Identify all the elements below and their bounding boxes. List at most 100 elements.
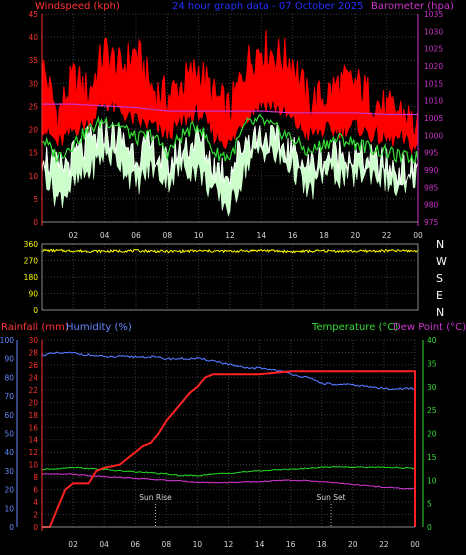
direction-tick-label: 180 bbox=[24, 273, 39, 282]
windspeed-tick-label: 40 bbox=[28, 33, 38, 42]
rainfall-tick-label: 20 bbox=[28, 398, 38, 407]
compass-label-n-bottom: N bbox=[436, 306, 444, 319]
windspeed-tick-label: 30 bbox=[28, 79, 38, 88]
rainfall-tick-label: 0 bbox=[33, 523, 38, 532]
rainfall-tick-label: 26 bbox=[28, 361, 38, 370]
direction-frame bbox=[41, 243, 419, 311]
temperature-tick-label: 0 bbox=[427, 523, 432, 532]
humidity-tick-label: 30 bbox=[4, 467, 14, 476]
humidity-tick-label: 50 bbox=[4, 430, 14, 439]
temperature-line bbox=[41, 465, 416, 477]
rainfall-tick-label: 2 bbox=[33, 511, 38, 520]
sunrise-label: Sun Rise bbox=[139, 493, 172, 502]
temperature-tick-label: 40 bbox=[427, 336, 437, 345]
windspeed-tick-label: 45 bbox=[28, 10, 38, 19]
environment-hour-tick-label: 14 bbox=[255, 540, 265, 549]
wind-average-line bbox=[41, 113, 419, 164]
windspeed-tick-label: 5 bbox=[33, 195, 38, 204]
barometer-tick-label: 1020 bbox=[424, 62, 443, 71]
windspeed-axis-label: Windspeed (kph) bbox=[35, 1, 120, 12]
dewpoint-line bbox=[41, 473, 416, 490]
temperature-tick-label: 30 bbox=[427, 383, 437, 392]
wind-direction-panel: 0 90 180 270 360 bbox=[24, 240, 419, 315]
humidity-tick-label: 70 bbox=[4, 392, 14, 401]
dewpoint-axis-label: Dew Point (°C) bbox=[393, 322, 466, 333]
windspeed-tick-label: 10 bbox=[28, 172, 38, 181]
windspeed-tick-label: 25 bbox=[28, 102, 38, 111]
barometer-tick-label: 1035 bbox=[424, 10, 443, 19]
rainfall-tick-label: 8 bbox=[33, 473, 38, 482]
environment-hour-tick-label: 04 bbox=[99, 540, 109, 549]
barometer-axis-label: Barometer (hpa) bbox=[371, 1, 454, 12]
rainfall-axis-label: Rainfall (mm) bbox=[1, 322, 69, 333]
wind-hour-tick-label: 04 bbox=[100, 231, 110, 240]
environment-hour-tick-label: 02 bbox=[68, 540, 78, 549]
direction-tick-label: 90 bbox=[28, 290, 38, 299]
windspeed-tick-label: 15 bbox=[28, 149, 38, 158]
rainfall-tick-label: 4 bbox=[33, 498, 38, 507]
wind-hour-tick-label: 02 bbox=[69, 231, 79, 240]
rainfall-tick-label: 6 bbox=[33, 486, 38, 495]
compass-label-e: E bbox=[436, 289, 443, 302]
rainfall-line bbox=[42, 370, 416, 528]
rainfall-tick-label: 18 bbox=[28, 411, 38, 420]
graph-title: 24 hour graph data - 07 October 2025 bbox=[172, 1, 363, 12]
barometer-tick-label: 990 bbox=[424, 166, 439, 175]
rainfall-tick-label: 14 bbox=[28, 436, 38, 445]
barometer-tick-label: 985 bbox=[424, 183, 439, 192]
barometer-tick-label: 1005 bbox=[424, 114, 443, 123]
humidity-axis-label: Humidity (%) bbox=[66, 322, 132, 333]
humidity-tick-label: 90 bbox=[4, 355, 14, 364]
windspeed-tick-label: 0 bbox=[33, 218, 38, 227]
wind-hour-tick-label: 00 bbox=[413, 231, 423, 240]
rainfall-tick-label: 16 bbox=[28, 423, 38, 432]
temperature-axis-label: Temperature (°C) bbox=[311, 322, 398, 333]
environment-hour-tick-label: 18 bbox=[317, 540, 327, 549]
windspeed-tick-label: 35 bbox=[28, 56, 38, 65]
wind-direction-line bbox=[42, 248, 419, 254]
environment-panel: 0246810121416182022242628300102030405060… bbox=[0, 336, 437, 549]
humidity-line bbox=[41, 351, 416, 391]
rainfall-tick-label: 12 bbox=[28, 448, 38, 457]
environment-hour-tick-label: 08 bbox=[162, 540, 172, 549]
environment-hour-tick-label: 16 bbox=[286, 540, 296, 549]
barometer-tick-label: 995 bbox=[424, 149, 439, 158]
temperature-tick-label: 20 bbox=[427, 430, 437, 439]
barometer-tick-label: 1025 bbox=[424, 45, 443, 54]
environment-hour-tick-label: 06 bbox=[130, 540, 140, 549]
wind-hour-tick-label: 20 bbox=[351, 231, 361, 240]
compass-label-w: W bbox=[436, 255, 447, 268]
direction-tick-label: 270 bbox=[24, 257, 39, 266]
wind-hour-tick-label: 22 bbox=[382, 231, 392, 240]
compass-label-n-top: N bbox=[436, 238, 444, 251]
humidity-tick-label: 0 bbox=[9, 523, 14, 532]
environment-hour-tick-label: 22 bbox=[379, 540, 389, 549]
direction-tick-label: 0 bbox=[33, 306, 38, 315]
direction-tick-label: 360 bbox=[24, 240, 39, 249]
environment-hour-tick-label: 10 bbox=[193, 540, 203, 549]
environment-hour-tick-label: 12 bbox=[224, 540, 234, 549]
humidity-tick-label: 100 bbox=[0, 336, 14, 345]
sunset-label: Sun Set bbox=[317, 493, 346, 502]
temperature-tick-label: 35 bbox=[427, 359, 437, 368]
wind-hour-tick-label: 16 bbox=[288, 231, 298, 240]
windspeed-tick-label: 20 bbox=[28, 126, 38, 135]
temperature-tick-label: 5 bbox=[427, 500, 432, 509]
rainfall-tick-label: 30 bbox=[28, 336, 38, 345]
environment-hour-tick-label: 00 bbox=[410, 540, 420, 549]
wind-panel: 0510152025303540459759809859909951000100… bbox=[28, 10, 443, 240]
humidity-tick-label: 20 bbox=[4, 486, 14, 495]
barometer-tick-label: 1010 bbox=[424, 97, 443, 106]
barometer-tick-label: 1030 bbox=[424, 27, 443, 36]
wind-hour-tick-label: 14 bbox=[257, 231, 267, 240]
rainfall-tick-label: 10 bbox=[28, 461, 38, 470]
barometer-tick-label: 975 bbox=[424, 218, 439, 227]
compass-label-s: S bbox=[436, 272, 443, 285]
barometer-tick-label: 1000 bbox=[424, 131, 443, 140]
environment-hour-tick-label: 20 bbox=[348, 540, 358, 549]
wind-hour-tick-label: 08 bbox=[163, 231, 173, 240]
temperature-tick-label: 15 bbox=[427, 453, 437, 462]
wind-hour-tick-label: 18 bbox=[319, 231, 329, 240]
barometer-line bbox=[42, 103, 418, 116]
wind-hour-tick-label: 06 bbox=[131, 231, 141, 240]
